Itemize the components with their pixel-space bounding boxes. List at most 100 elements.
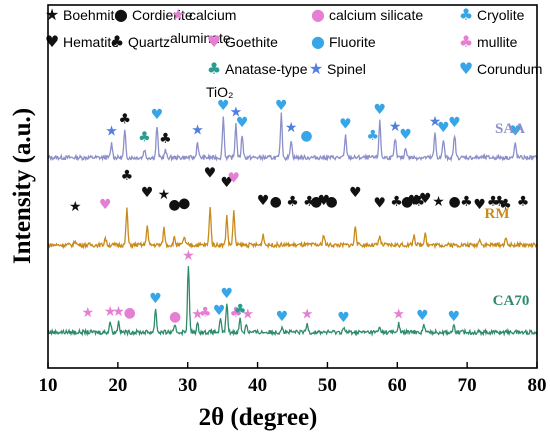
heart-icon: ♥ xyxy=(213,303,226,319)
legend-label: Cryolite xyxy=(477,7,525,23)
x-tick-label: 10 xyxy=(39,375,58,396)
heart-icon: ♥ xyxy=(99,197,112,213)
series-line-saa xyxy=(47,112,538,163)
heart-icon: ♥ xyxy=(257,193,270,209)
heart-icon: ♥ xyxy=(374,102,387,118)
heart-icon: ♥ xyxy=(339,116,352,132)
phase-markers: ★♣♣♥♣★♥ ★♥♥★ ●♥♣♥★♥★♥♥♥★ ♥♣♥ ★●●♥♥♥♥ ● ♣ ♣●♥●♥♥… xyxy=(69,98,529,326)
star-icon: ★ xyxy=(191,122,204,138)
star-icon: ★ xyxy=(432,194,445,210)
legend-item-quartz: ♣ Quartz xyxy=(110,32,170,51)
plot-frame xyxy=(47,4,538,369)
x-tick-label: 50 xyxy=(318,375,337,396)
circle-icon: ● xyxy=(310,194,322,210)
star-icon: ★ xyxy=(104,304,117,320)
star-icon: ★ xyxy=(230,104,243,120)
star-icon: ★ xyxy=(82,305,95,321)
heart-icon: ♥ xyxy=(437,120,450,136)
circle-icon: ● xyxy=(300,128,312,144)
heart-icon: ♥ xyxy=(509,124,522,140)
heart-icon: ♥ xyxy=(45,32,59,51)
heart-icon: ♥ xyxy=(221,175,234,191)
club-icon: ♣ xyxy=(499,197,512,213)
x-tick-label: 20 xyxy=(108,375,127,396)
legend: ★ Boehmite● Cordierite★ calcium aluminate● ca… xyxy=(45,5,543,100)
legend-item-boehmite: ★ Boehmite xyxy=(45,5,123,24)
legend-item-corundum: ♥ Corundum xyxy=(459,59,543,78)
club-icon: ♣ xyxy=(413,194,426,210)
club-icon: ♣ xyxy=(234,302,247,318)
club-icon: ♣ xyxy=(367,128,380,144)
club-icon: ♣ xyxy=(459,5,473,24)
legend-label: Boehmite xyxy=(63,7,122,23)
series-line-rm xyxy=(47,207,538,250)
star-icon: ★ xyxy=(45,5,59,24)
circle-icon: ● xyxy=(401,194,413,210)
heart-icon: ♥ xyxy=(318,193,331,209)
circle-icon: ● xyxy=(270,194,282,210)
star-icon: ★ xyxy=(105,124,118,140)
heart-icon: ♥ xyxy=(419,191,432,207)
club-icon: ♣ xyxy=(119,112,132,128)
legend-item-cryolite: ♣ Cryolite xyxy=(459,5,525,24)
x-axis: 10 20 30 40 50 60 70 80 xyxy=(39,362,547,396)
heart-icon: ♥ xyxy=(204,166,217,182)
circle-icon: ● xyxy=(448,194,460,210)
club-icon: ♣ xyxy=(459,32,473,51)
club-icon: ♣ xyxy=(121,168,134,184)
series-labels: SAA RM CA70 xyxy=(485,121,530,309)
series-label-saa: SAA xyxy=(495,121,525,137)
legend-item-goethite: ♥ Goethite xyxy=(207,32,278,51)
circle-icon: ● xyxy=(311,32,325,51)
legend-label: Fluorite xyxy=(329,34,376,50)
club-icon: ♣ xyxy=(230,305,243,321)
legend-item-hematite: ♥ Hematite xyxy=(45,32,119,51)
heart-icon: ♥ xyxy=(399,127,412,143)
y-axis-label: Intensity (a.u.) xyxy=(9,108,36,264)
star-icon: ★ xyxy=(285,120,298,136)
star-icon: ★ xyxy=(309,59,323,78)
legend-label: mullite xyxy=(477,34,518,50)
star-icon: ★ xyxy=(389,119,402,135)
heart-icon: ♥ xyxy=(374,196,387,212)
star-icon: ★ xyxy=(69,199,82,215)
club-icon: ♣ xyxy=(460,194,473,210)
heart-icon: ♥ xyxy=(473,197,486,213)
heart-icon: ♥ xyxy=(459,59,473,78)
x-tick-label: 60 xyxy=(388,375,407,396)
legend-item-mullite: ♣ mullite xyxy=(459,32,518,51)
series-label-ca70: CA70 xyxy=(493,293,530,309)
circle-icon: ● xyxy=(311,5,325,24)
club-icon: ♣ xyxy=(487,194,500,210)
circle-icon: ● xyxy=(124,305,136,321)
series-label-rm: RM xyxy=(485,206,510,222)
club-icon: ♣ xyxy=(493,194,506,210)
legend-label: calcium aluminate xyxy=(170,7,236,46)
circle-icon: ● xyxy=(168,197,180,213)
circle-icon: ● xyxy=(178,196,190,212)
star-icon: ★ xyxy=(191,307,204,323)
club-icon: ♣ xyxy=(303,194,316,210)
star-icon: ★ xyxy=(158,187,171,203)
heart-icon: ♥ xyxy=(151,107,164,123)
legend-label: Hematite xyxy=(63,34,119,50)
x-tick-label: 40 xyxy=(248,375,267,396)
legend-label: Anatase-type TiO₂ xyxy=(206,61,308,100)
heart-icon: ♥ xyxy=(221,286,234,302)
heart-icon: ♥ xyxy=(276,309,289,325)
x-axis-label: 2θ (degree) xyxy=(199,404,318,431)
club-icon: ♣ xyxy=(159,131,172,147)
legend-item-spinel: ★ Spinel xyxy=(309,59,366,78)
traces xyxy=(47,112,538,337)
club-icon: ♣ xyxy=(517,194,530,210)
club-icon: ♣ xyxy=(207,59,221,78)
legend-label: Spinel xyxy=(327,61,366,77)
circle-icon: ● xyxy=(169,309,181,325)
legend-label: Corundum xyxy=(477,61,542,77)
x-tick-label: 80 xyxy=(528,375,547,396)
club-icon: ♣ xyxy=(199,305,212,321)
star-icon: ★ xyxy=(112,304,125,320)
heart-icon: ♥ xyxy=(275,98,288,114)
star-icon: ★ xyxy=(301,307,314,323)
